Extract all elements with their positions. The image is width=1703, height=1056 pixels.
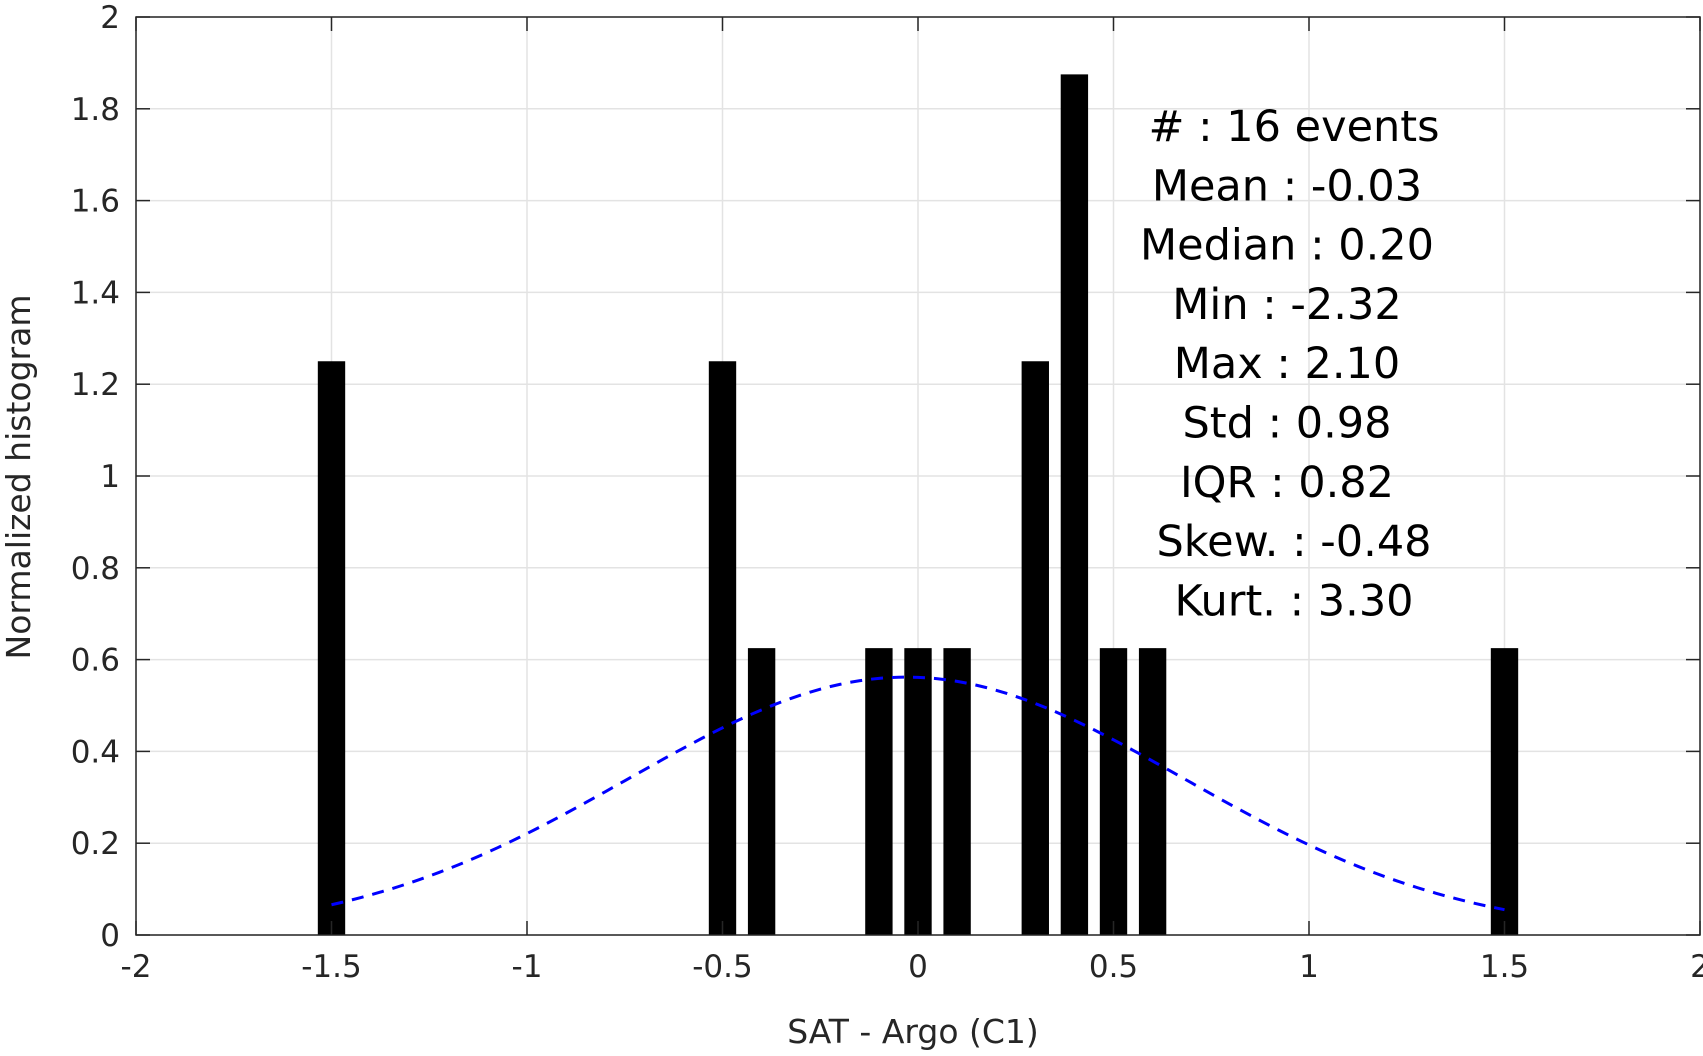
y-tick-label: 0.8	[71, 551, 120, 587]
y-tick-label: 0.2	[71, 826, 120, 862]
histogram-bar-9	[1138, 648, 1167, 935]
histogram-bar-6	[1021, 361, 1049, 935]
histogram-bar-1	[708, 361, 737, 935]
histogram-bar-2	[747, 648, 776, 935]
x-tick-label: 2	[1690, 949, 1703, 985]
y-tick-label: 0.6	[71, 643, 120, 679]
y-tick-label: 2	[100, 0, 120, 36]
y-tick-label: 1.8	[71, 92, 120, 128]
y-tick-labels: 0 0.2 0.4 0.6 0.8 1 1.2 1.4 1.6 1.8 2	[71, 0, 120, 954]
y-tick-label: 0.4	[71, 734, 120, 770]
histogram-bar-8	[1099, 648, 1128, 935]
stat-line: Min : -2.32	[1172, 280, 1401, 330]
y-tick-label: 1.2	[71, 367, 120, 403]
x-tick-label: -2	[121, 949, 152, 985]
histogram-bar-4	[904, 648, 932, 935]
histogram-bar-0	[317, 361, 346, 935]
y-tick-label: 0	[100, 918, 120, 954]
histogram-bar-5	[943, 648, 971, 935]
y-tick-label: 1	[100, 459, 120, 495]
x-tick-labels: -2 -1.5 -1 -0.5 0 0.5 1 1.5 2	[121, 949, 1703, 985]
stat-line: Kurt. : 3.30	[1174, 576, 1413, 626]
y-tick-label: 1.4	[71, 275, 120, 311]
y-tick-label: 1.6	[71, 184, 120, 220]
stat-line: Std : 0.98	[1182, 399, 1391, 449]
axis-ticks	[135, 16, 1701, 936]
stats-annotation: # : 16 events Mean : -0.03 Median : 0.20 Mi…	[1140, 102, 1440, 626]
x-tick-label: -1	[512, 949, 543, 985]
x-tick-label: 0	[908, 949, 928, 985]
x-tick-label: 1.5	[1480, 949, 1529, 985]
stat-line: Median : 0.20	[1140, 221, 1434, 271]
stat-line: IQR : 0.82	[1180, 458, 1394, 508]
stat-line: Skew. : -0.48	[1156, 517, 1431, 567]
stat-line: Max : 2.10	[1174, 339, 1400, 389]
stat-line: Mean : -0.03	[1152, 161, 1422, 211]
normal-fit-curve	[331, 675, 1505, 912]
x-tick-label: 0.5	[1089, 949, 1138, 985]
x-tick-label: -1.5	[301, 949, 362, 985]
stat-line: # : 16 events	[1148, 102, 1439, 152]
histogram-bar-7	[1060, 74, 1089, 935]
histogram-bar-10	[1490, 648, 1519, 935]
y-axis-label: Normalized histogram	[0, 295, 38, 660]
x-tick-label: 1	[1299, 949, 1319, 985]
x-tick-label: -0.5	[692, 949, 753, 985]
x-axis-label: SAT - Argo (C1)	[787, 1012, 1039, 1051]
histogram-bars	[317, 74, 1519, 935]
histogram-bar-3	[865, 648, 893, 935]
